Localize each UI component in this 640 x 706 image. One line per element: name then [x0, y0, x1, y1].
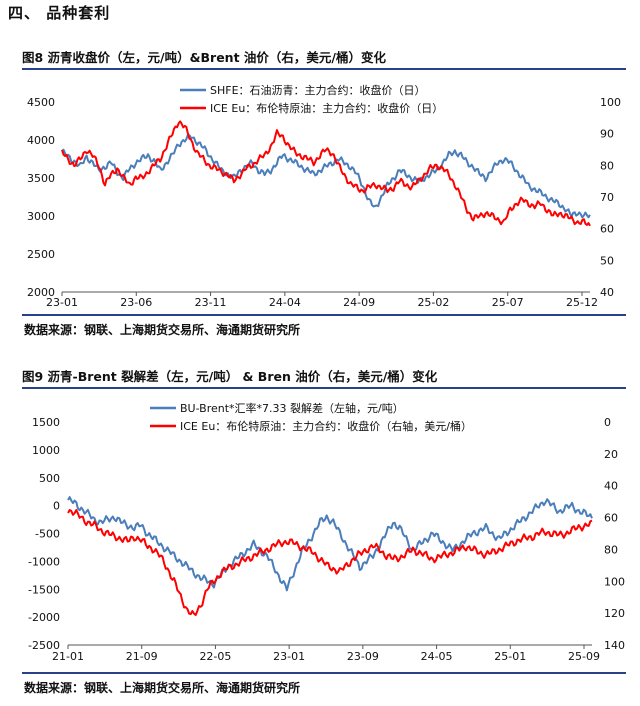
y-right-tick-label: 40 [600, 286, 614, 299]
x-tick-label: 25-01 [494, 650, 526, 663]
section-title: 四、 品种套利 [8, 4, 111, 22]
y-right-tick-label: 100 [604, 575, 625, 588]
x-tick-label: 23-06 [120, 296, 152, 309]
y-right-tick-label: 60 [604, 512, 618, 525]
x-tick-label: 23-11 [195, 296, 227, 309]
y-left-tick-label: 500 [39, 472, 60, 485]
x-tick-label: 25-02 [417, 296, 449, 309]
fig9-title: 图9 沥青-Brent 裂解差（左，元/吨） & Bren 油价（右，美元/桶）… [22, 369, 438, 384]
y-right-tick-label: 50 [600, 254, 614, 267]
fig8-chart: 2000 2500 3000 3500 4000 4500 40 50 60 70 80 90 100 2… [27, 83, 621, 309]
x-tick-label: 25-09 [568, 650, 600, 663]
fig8-source: 数据来源：钢联、上海期货交易所、海通期货研究所 [24, 323, 301, 337]
y-left-tick-label: 4500 [27, 96, 55, 109]
legend-label: SHFE：石油沥青：主力合约：收盘价（日） [210, 83, 426, 97]
series-line-left [67, 496, 593, 592]
x-tick-label: 21-09 [126, 650, 158, 663]
x-tick-label: 23-01 [46, 296, 78, 309]
fig8-bottom-rule [22, 314, 626, 316]
y-right-tick-label: 20 [604, 448, 618, 461]
y-left-tick-label: -2000 [28, 611, 60, 624]
x-tick-label: 21-01 [52, 650, 84, 663]
legend-label: BU-Brent*汇率*7.33 裂解差（左轴，元/吨） [180, 401, 404, 415]
x-tick-label: 25-07 [492, 296, 524, 309]
y-right-tick-label: 60 [600, 223, 614, 236]
y-right-tick-label: 40 [604, 480, 618, 493]
y-right-tick-label: 0 [604, 416, 611, 429]
y-left-tick-label: 2000 [27, 286, 55, 299]
y-left-tick-label: -1500 [28, 583, 60, 596]
legend-label: ICE Eu：布伦特原油：主力合约：收盘价（日） [210, 101, 443, 115]
series-line-right [67, 509, 593, 616]
y-left-tick-label: 1000 [32, 444, 60, 457]
x-tick-label: 24-09 [343, 296, 375, 309]
fig8-title: 图8 沥青收盘价（左，元/吨）&Brent 油价（右，美元/桶）变化 [22, 50, 386, 65]
y-left-tick-label: -2500 [28, 639, 60, 652]
y-left-tick-label: -1000 [28, 555, 60, 568]
y-right-tick-label: 140 [604, 639, 625, 652]
series-line-right [61, 120, 591, 227]
series-line-left [61, 133, 591, 219]
y-right-tick-label: 100 [600, 96, 621, 109]
y-left-tick-label: 4000 [27, 134, 55, 147]
y-left-tick-label: 3500 [27, 172, 55, 185]
y-left-tick-label: 0 [53, 500, 60, 513]
y-left-tick-label: -500 [35, 528, 60, 541]
legend-label: ICE Eu：布伦特原油：主力合约：收盘价（右轴，美元/桶） [180, 419, 472, 433]
y-left-tick-label: 2500 [27, 248, 55, 261]
y-right-tick-label: 120 [604, 607, 625, 620]
x-tick-label: 24-05 [421, 650, 453, 663]
x-tick-label: 25-12 [566, 296, 598, 309]
fig9-title-rule [22, 387, 626, 389]
fig9-chart: -2500 -2000 -1500 -1000 -500 0 500 1000 1500 0 20 4… [28, 401, 625, 663]
fig8-title-rule [22, 68, 626, 70]
x-tick-label: 22-05 [199, 650, 231, 663]
fig9-source: 数据来源：钢联、上海期货交易所、海通期货研究所 [24, 681, 301, 695]
fig9-bottom-rule [22, 672, 626, 674]
y-right-tick-label: 70 [600, 191, 614, 204]
y-right-tick-label: 80 [600, 159, 614, 172]
y-right-tick-label: 80 [604, 543, 618, 556]
x-tick-label: 24-04 [269, 296, 301, 309]
y-left-tick-label: 1500 [32, 416, 60, 429]
y-right-tick-label: 90 [600, 128, 614, 141]
x-tick-label: 23-09 [347, 650, 379, 663]
y-left-tick-label: 3000 [27, 210, 55, 223]
x-tick-label: 23-01 [273, 650, 305, 663]
